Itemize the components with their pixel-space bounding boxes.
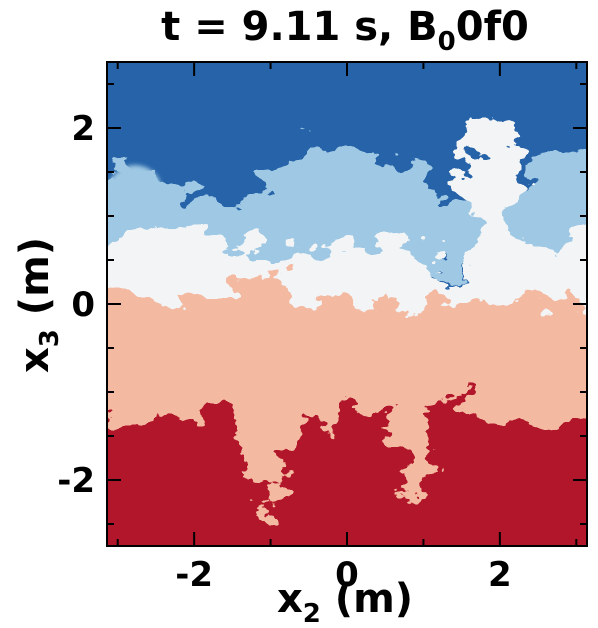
y-axis-label: x3 (m): [12, 237, 65, 373]
x-axis-label: x2 (m): [277, 576, 413, 628]
figure-title: t = 9.11 s, B00f0: [161, 4, 529, 57]
y-tick-label: 0: [71, 285, 95, 325]
x-tick-label: 0: [335, 555, 359, 595]
x-tick-label: -2: [175, 555, 213, 595]
mixing-field-image: [107, 62, 587, 546]
axes: -2 0 2 2 0 -2: [57, 62, 587, 595]
y-tick-label: 2: [71, 109, 95, 149]
y-tick-label: -2: [57, 461, 95, 501]
x-tick-label: 2: [488, 555, 512, 595]
